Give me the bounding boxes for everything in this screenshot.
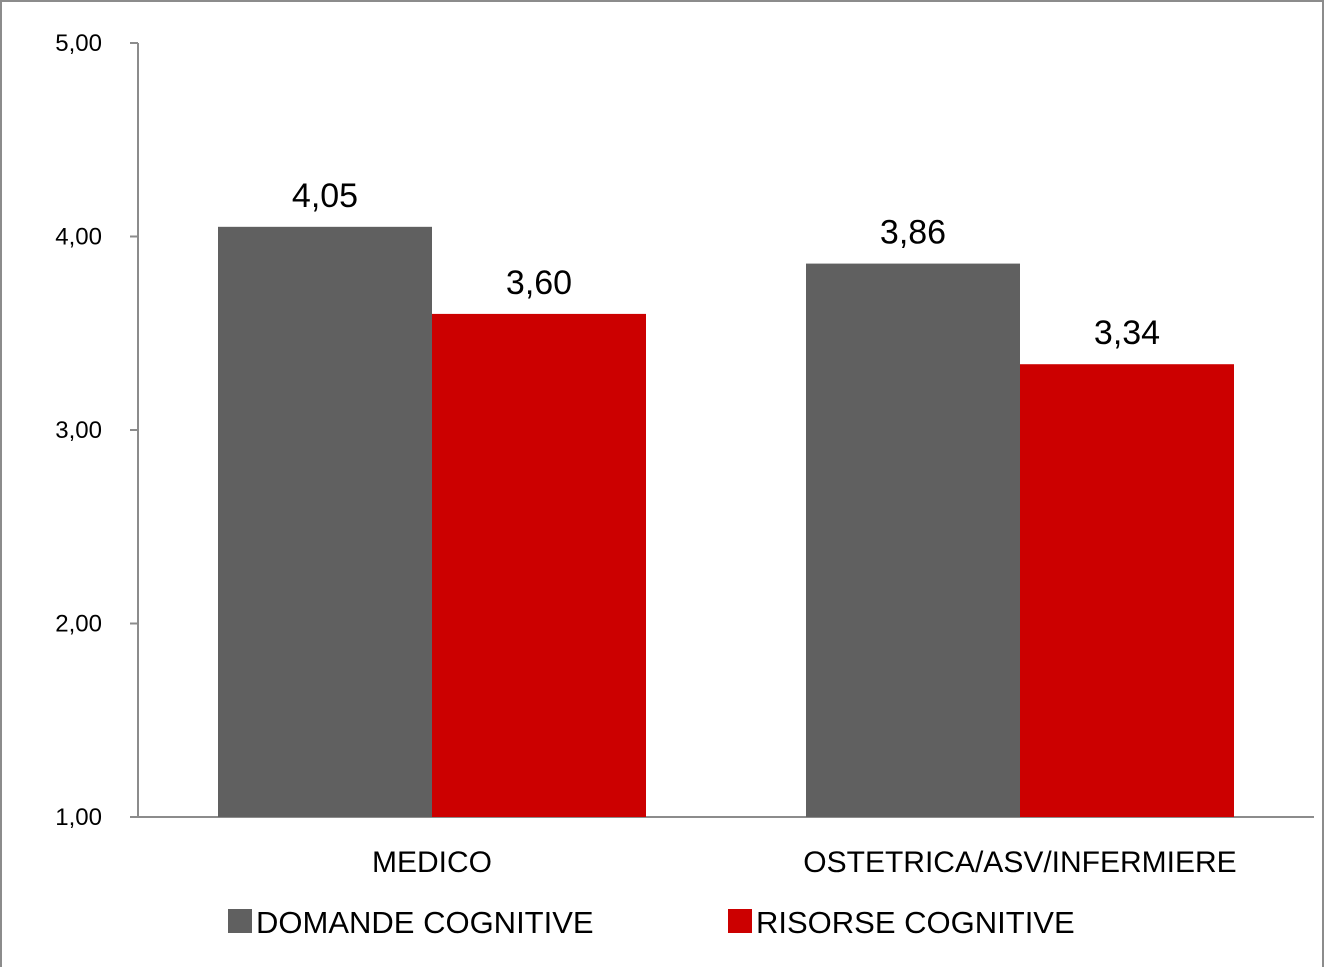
y-tick-label: 2,00 xyxy=(55,611,102,638)
y-tick-label: 1,00 xyxy=(55,804,102,831)
data-label: 4,05 xyxy=(292,177,358,215)
data-label: 3,60 xyxy=(506,264,572,302)
legend-swatch xyxy=(228,909,252,933)
legend-swatch xyxy=(728,909,752,933)
legend-label: DOMANDE COGNITIVE xyxy=(256,905,594,940)
data-label: 3,86 xyxy=(880,214,946,252)
x-tick-label: MEDICO xyxy=(372,846,492,879)
x-tick-label: OSTETRICA/ASV/INFERMIERE xyxy=(803,846,1236,879)
bar xyxy=(1020,364,1234,817)
legend-label: RISORSE COGNITIVE xyxy=(756,905,1075,940)
y-tick-label: 3,00 xyxy=(55,417,102,444)
bar xyxy=(218,226,432,817)
y-tick-label: 4,00 xyxy=(55,224,102,251)
bar xyxy=(806,263,1020,818)
bar xyxy=(432,313,646,817)
y-tick-label: 5,00 xyxy=(55,30,102,57)
data-label: 3,34 xyxy=(1094,314,1160,352)
